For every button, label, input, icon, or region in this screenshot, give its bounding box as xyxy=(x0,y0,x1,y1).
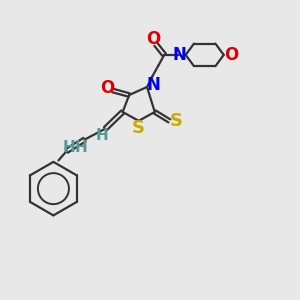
Text: S: S xyxy=(132,119,145,137)
Text: O: O xyxy=(224,46,238,64)
Text: N: N xyxy=(172,46,186,64)
Text: S: S xyxy=(169,112,182,130)
Text: N: N xyxy=(146,76,160,94)
Text: O: O xyxy=(146,30,160,48)
Text: O: O xyxy=(100,79,114,97)
Text: H: H xyxy=(74,140,87,154)
Text: H: H xyxy=(63,140,76,154)
Text: H: H xyxy=(96,128,109,143)
